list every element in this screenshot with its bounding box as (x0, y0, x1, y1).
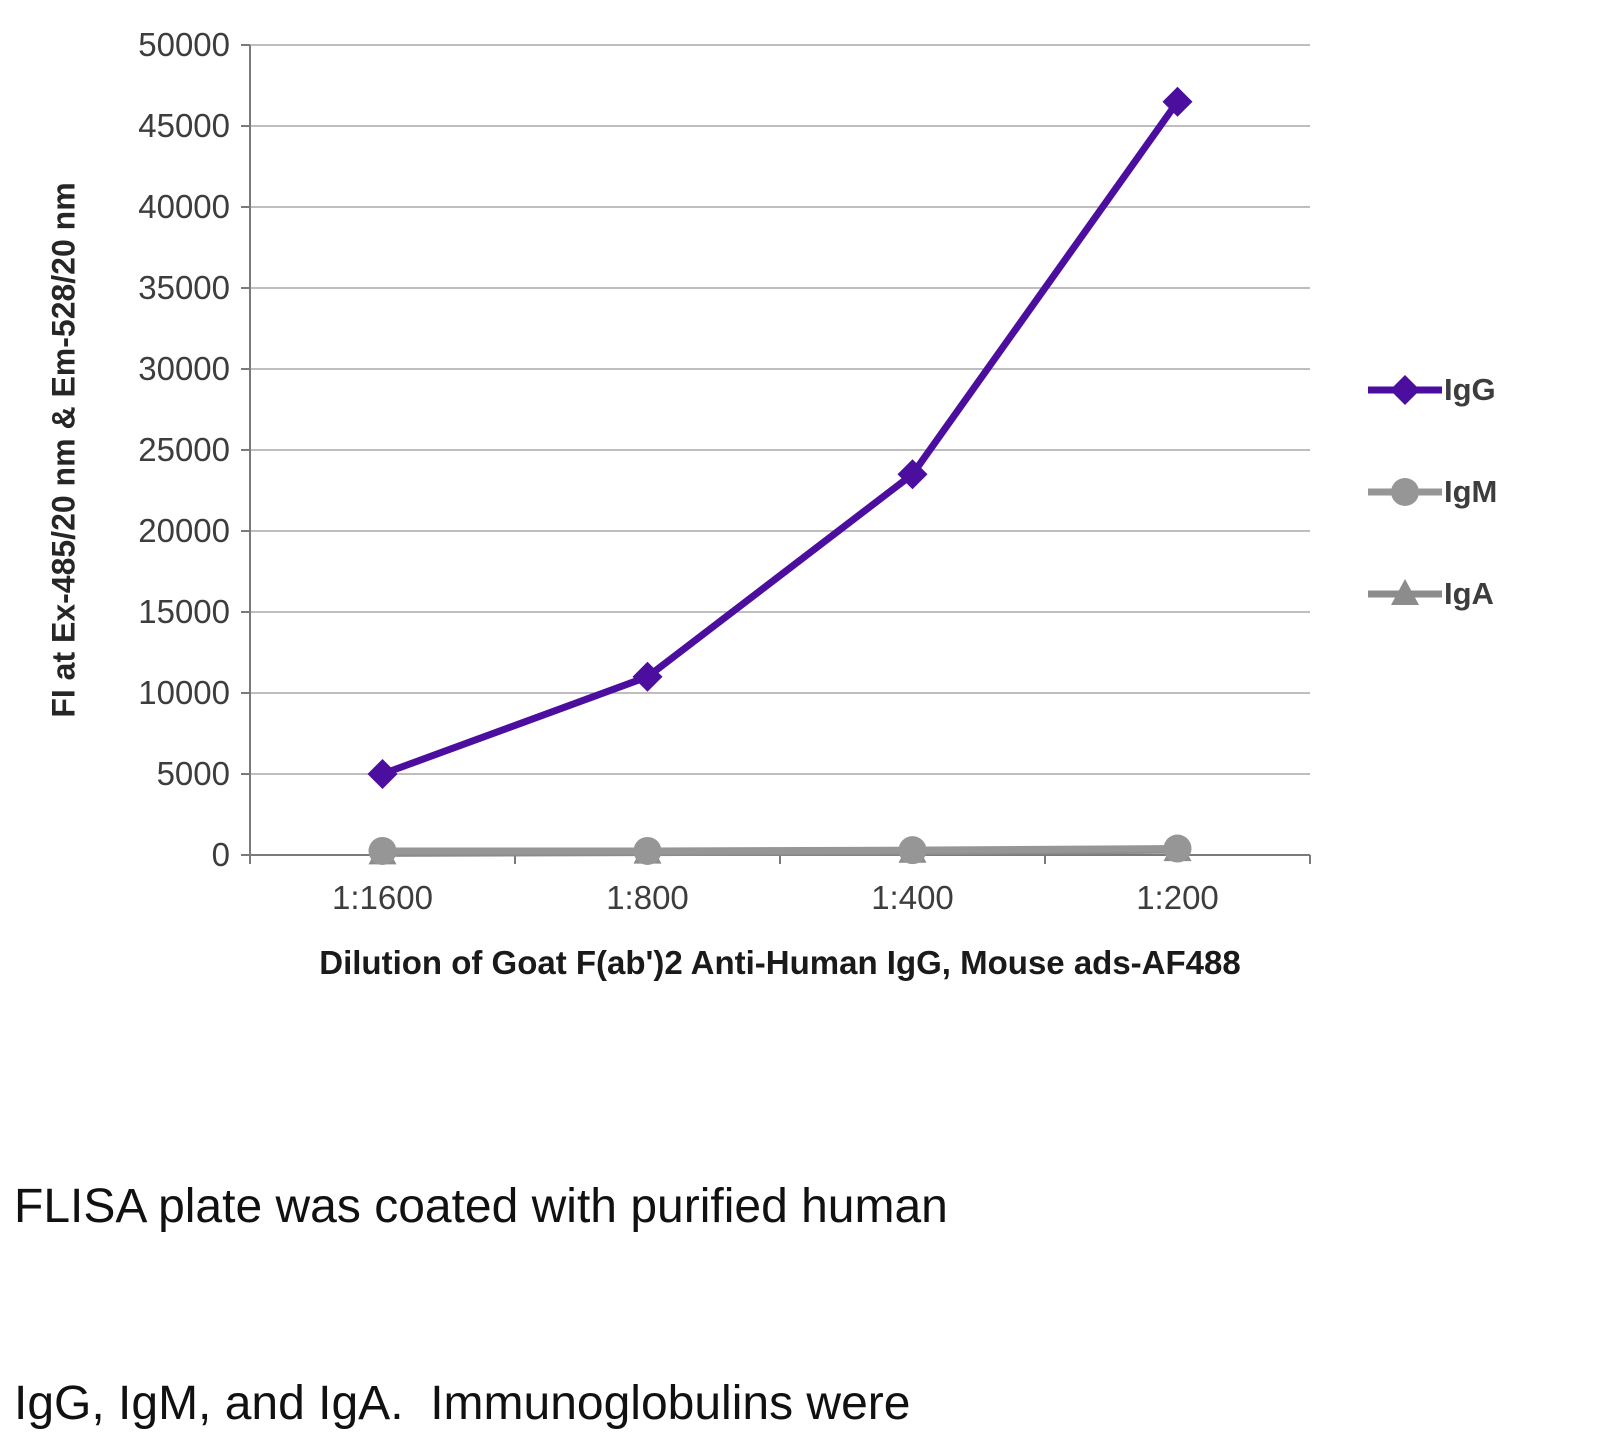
y-tick-label: 15000 (138, 593, 230, 630)
y-tick-label: 30000 (138, 350, 230, 387)
triangle-legend-key-icon (1368, 579, 1442, 605)
x-axis-label: Dilution of Goat F(ab')2 Anti-Human IgG,… (319, 944, 1241, 981)
circle-marker-icon (1391, 478, 1419, 506)
legend-label: IgM (1444, 474, 1498, 509)
y-tick-label: 25000 (138, 431, 230, 468)
series-line-igm (379, 845, 1181, 855)
legend-item-iga: IgA (1368, 576, 1497, 612)
caption: FLISA plate was coated with purified hum… (14, 1042, 1584, 1432)
series-line-igg (379, 98, 1181, 778)
diamond-marker-icon (1162, 86, 1193, 117)
diamond-legend-key-icon (1368, 375, 1442, 405)
circle-marker-icon (1163, 834, 1192, 863)
circle-marker-icon (898, 836, 927, 865)
legend: IgG IgM IgA (1368, 372, 1497, 612)
circle-marker-icon (368, 836, 397, 865)
y-tick-label: 20000 (138, 512, 230, 549)
y-tick-label: 35000 (138, 269, 230, 306)
y-tick-label: 50000 (138, 26, 230, 63)
triangle-marker-icon (1391, 579, 1419, 605)
diamond-marker-icon (367, 759, 398, 789)
legend-label: IgG (1444, 372, 1496, 407)
y-tick-label: 5000 (157, 755, 230, 792)
legend-item-igm: IgM (1368, 474, 1497, 510)
diamond-marker-icon (1390, 375, 1420, 405)
legend-item-igg: IgG (1368, 372, 1497, 408)
caption-line: FLISA plate was coated with purified hum… (14, 1179, 948, 1233)
y-tick-label: 0 (212, 836, 230, 873)
x-tick-label: 1:400 (871, 879, 954, 916)
diamond-marker-icon (632, 661, 663, 692)
plot-area: 0 5000 10000 15000 20000 25000 30000 35000 40000… (138, 26, 1311, 916)
x-tick-label: 1:200 (1136, 879, 1219, 916)
y-tick-label: 45000 (138, 107, 230, 144)
diamond-marker-icon (897, 459, 928, 490)
circle-marker-icon (633, 836, 662, 865)
legend-label: IgA (1444, 576, 1494, 611)
y-tick-label: 40000 (138, 188, 230, 225)
y-tick-label: 10000 (138, 674, 230, 711)
caption-line: IgG, IgM, and IgA. Immunoglobulins were (14, 1376, 911, 1430)
circle-legend-key-icon (1368, 478, 1442, 506)
x-tick-label: 1:1600 (332, 879, 433, 916)
x-tick-label: 1:800 (606, 879, 689, 916)
